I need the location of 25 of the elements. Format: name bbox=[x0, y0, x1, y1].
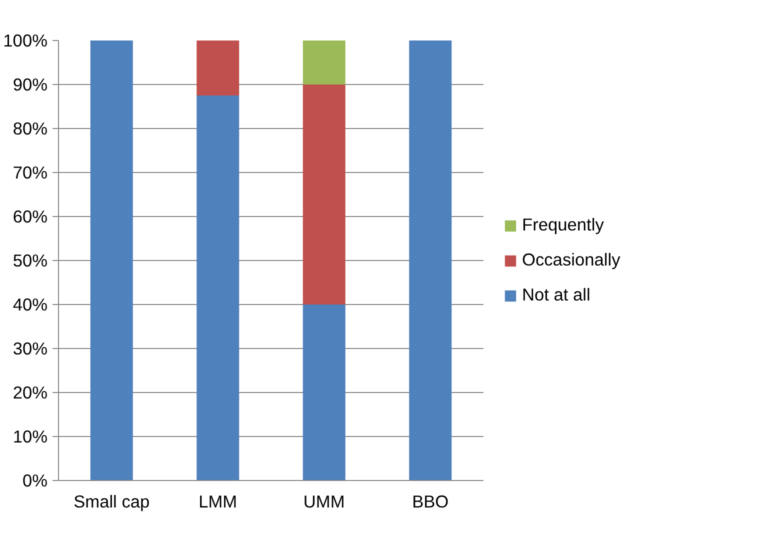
bar bbox=[196, 96, 240, 480]
bar bbox=[409, 40, 452, 480]
y-tick-label: 0% bbox=[22, 470, 48, 490]
bar bbox=[302, 84, 346, 304]
y-tick-label: 20% bbox=[12, 382, 48, 402]
y-tick-label: 60% bbox=[12, 206, 48, 226]
y-tick-label: 30% bbox=[12, 338, 48, 358]
y-tick-label: 70% bbox=[12, 162, 48, 182]
y-tick-label: 40% bbox=[12, 294, 48, 314]
x-tick-label: LMM bbox=[198, 492, 238, 512]
y-tick-label: 100% bbox=[3, 30, 48, 50]
y-tick-label: 90% bbox=[12, 74, 48, 94]
x-tick-label: Small cap bbox=[74, 492, 150, 512]
legend-label: Occasionally bbox=[522, 250, 620, 270]
y-tick-label: 50% bbox=[12, 250, 48, 270]
bar bbox=[196, 40, 240, 96]
bar bbox=[90, 40, 133, 480]
legend-label: Frequently bbox=[522, 214, 604, 236]
y-tick-label: 80% bbox=[12, 118, 48, 138]
y-tick-label: 10% bbox=[12, 426, 48, 446]
x-tick-label: UMM bbox=[303, 492, 345, 512]
x-tick-label: BBO bbox=[412, 492, 449, 512]
bar bbox=[302, 304, 346, 480]
legend-label: Not at all bbox=[522, 284, 590, 306]
bar bbox=[302, 40, 346, 84]
